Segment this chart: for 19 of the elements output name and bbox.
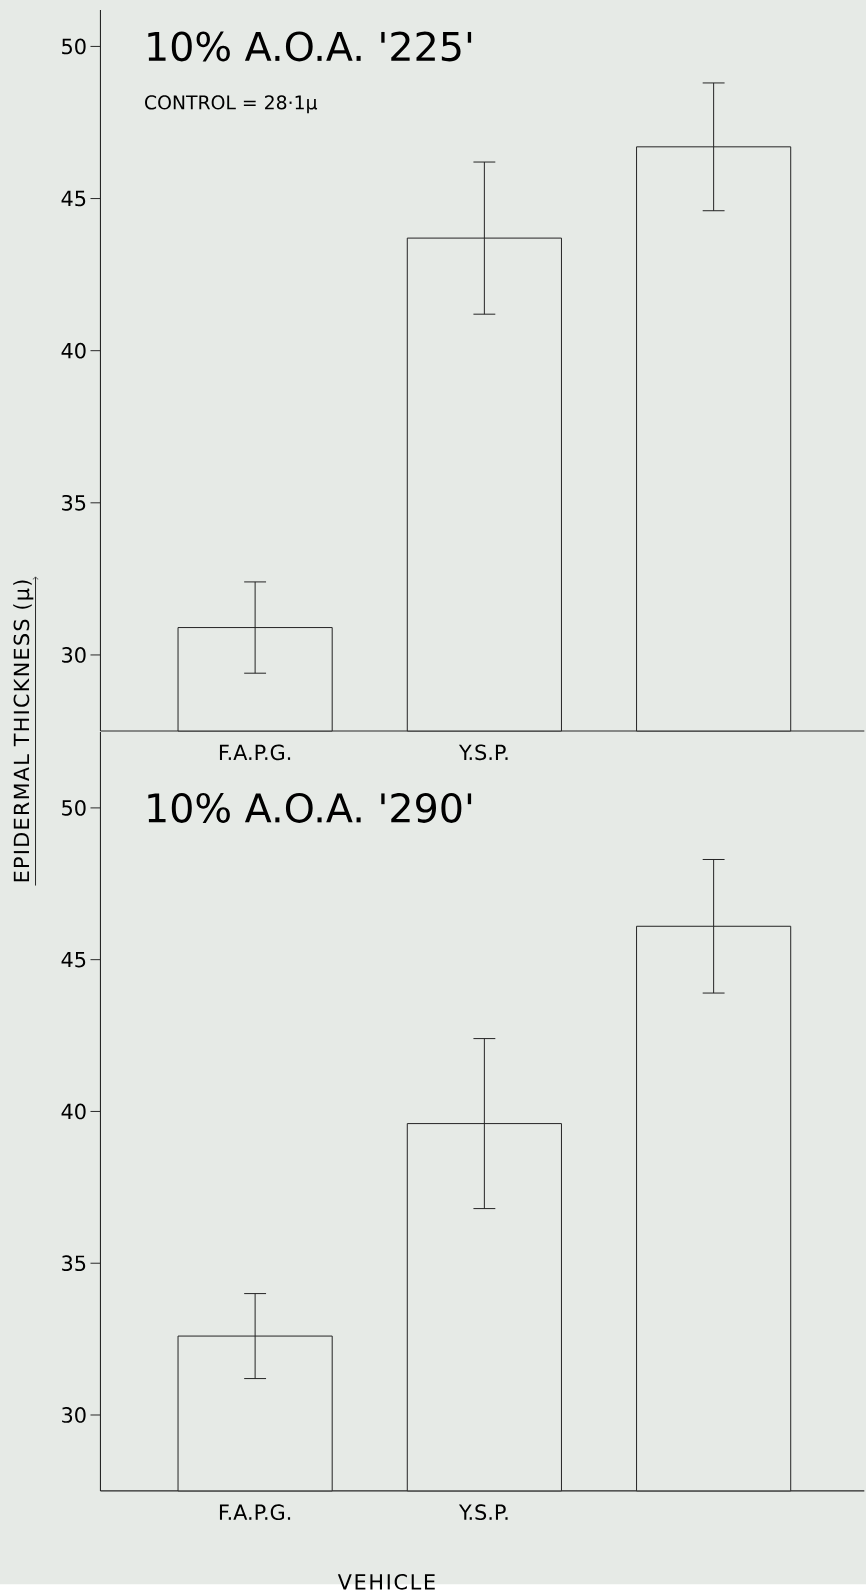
y-tick-label: 50 bbox=[61, 38, 86, 55]
text: 10% A.O.A. '290' bbox=[148, 792, 471, 823]
y-tick-label: 35 bbox=[61, 1255, 86, 1272]
x-tick-label: Y.S.P. bbox=[458, 1504, 508, 1521]
chart-title: 10% A.O.A. '225' bbox=[148, 31, 471, 62]
y-tick-label: 30 bbox=[61, 647, 86, 663]
y-tick-label: 35 bbox=[61, 494, 86, 511]
y-tick-label: 40 bbox=[61, 342, 86, 359]
y-tick-label: 50 bbox=[61, 800, 86, 816]
y-axis-title: EPIDERMAL THICKNESS (μ) bbox=[13, 580, 34, 882]
x-axis-title: VEHICLE bbox=[337, 1573, 435, 1590]
y-tick-label: 40 bbox=[61, 1103, 86, 1120]
y-tick-label: 45 bbox=[61, 951, 86, 968]
x-tick-label: F.A.P.G. bbox=[219, 1504, 290, 1521]
x-tick-label: Y.S.P. bbox=[458, 744, 508, 761]
y-tick-label: 30 bbox=[61, 1407, 86, 1423]
x-tick-label: F.A.P.G. bbox=[219, 744, 290, 761]
y-tick-label: 45 bbox=[61, 190, 86, 207]
annotation: CONTROL = 28·1μ bbox=[144, 95, 317, 114]
